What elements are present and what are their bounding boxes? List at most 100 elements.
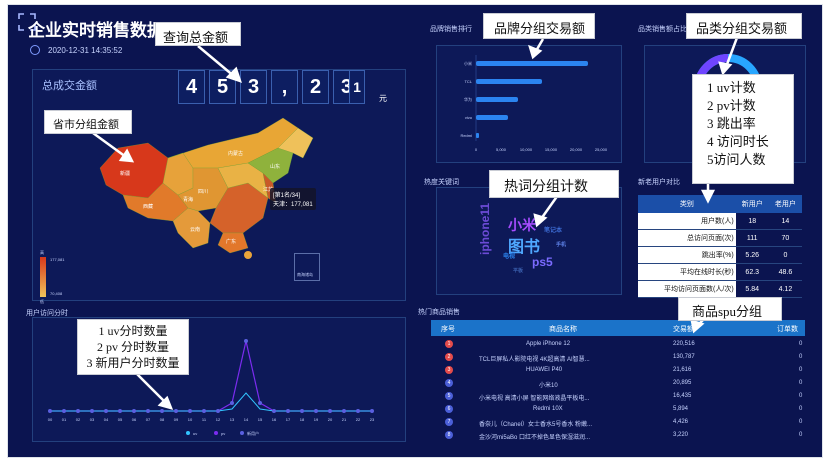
datetime-label: 2020-12-31 14:35:52 [48,46,123,55]
total-unit: 元 [379,94,387,103]
province-label: 西藏 [143,203,153,210]
table-row[interactable]: 3 HUAWEI P40 21,616 0 [431,364,805,377]
table-row[interactable]: 2 TCL巨屏私人影院电视 4K超高清 AI智慧... 130,787 0 [431,351,805,364]
total-digit: 5 [209,70,236,104]
page-title: 企业实时销售数据 [28,21,164,40]
legend-min-label: 70,408 [50,291,63,296]
svg-text:15,000: 15,000 [545,147,558,152]
svg-text:07: 07 [146,417,151,422]
svg-text:Redmi: Redmi [460,133,472,138]
user-stats-table: 类别 新用户 老用户 用户数(人) 18 14 总访问页面(次) 111 70 跳出率(… [638,195,802,298]
callout-spu-group: 商品spu分组 [678,297,782,321]
svg-text:华为: 华为 [464,96,472,102]
svg-text:01: 01 [62,417,67,422]
svg-text:02: 02 [76,417,81,422]
callout-province-group: 省市分组金额 [44,110,132,134]
table-header-row: 类别 新用户 老用户 [638,195,802,213]
products-panel-title: 热门商品销售 [418,309,460,316]
callout-hourly-metrics: 1 uv分时数量 2 pv 分时数量 3 新用户分时数量 [77,319,189,375]
svg-text:17: 17 [286,417,291,422]
brand-panel [436,45,622,163]
callout-hotword-group: 热词分组计数 [489,170,619,198]
svg-text:15: 15 [258,417,263,422]
table-row[interactable]: 5 小米电视 高清小屏 智能网络液晶平板电... 16,435 0 [431,390,805,403]
total-label: 总成交金额 [42,80,97,92]
province-label: 四川 [198,189,208,195]
province-label: 山东 [270,163,280,170]
province-label: 江苏 [263,186,273,193]
hotwords-panel-title: 热度关键词 [424,179,459,186]
brand-bar-chart: 小米 TCL 华为 vivo Redmi 0 5,000 10,000 15,0… [460,55,608,152]
svg-text:20,000: 20,000 [570,147,583,152]
table-row[interactable]: 1 Apple iPhone 12 220,516 0 [431,338,805,351]
svg-text:5,000: 5,000 [496,147,507,152]
svg-text:新用户: 新用户 [247,430,259,436]
table-row[interactable]: 7 香奈儿（Chanel）女士香水5号香水 粉嫩... 4,426 0 [431,416,805,429]
callout-category-metrics: 1 uv计数 2 pv计数 3 跳出率 4 访问时长 5访问人数 [692,74,794,184]
svg-text:14: 14 [244,417,249,422]
svg-text:22: 22 [356,417,361,422]
total-digit: , [271,70,298,104]
callout-brand-group: 品牌分组交易额 [483,13,595,39]
svg-text:12: 12 [216,417,221,422]
table-row[interactable]: 6 Redmi 10X 5,894 0 [431,403,805,416]
total-digit: 2 [302,70,329,104]
map-legend-bar [40,257,46,297]
map-tooltip: [第1名/34] 天津：177,081 [270,188,316,210]
table-row[interactable]: 4 小米10 20,895 0 [431,377,805,390]
expand-icon[interactable] [18,13,36,31]
dashboard-screen: 企业实时销售数据 2020-12-31 14:35:52 总成交金额 4 5 3… [7,4,823,458]
svg-text:04: 04 [104,417,109,422]
table-row: 平均访问页面数(人/次) 5.84 4.12 [638,280,802,298]
svg-text:pv: pv [221,431,225,436]
svg-text:03: 03 [90,417,95,422]
svg-text:21: 21 [342,417,347,422]
products-table-header: 序号 商品名称 交易额 订单数 [431,320,805,336]
svg-text:uv: uv [193,431,197,436]
clock-icon [30,45,40,55]
svg-text:09: 09 [174,417,179,422]
brand-panel-title: 品牌销售排行 [430,26,472,33]
hotword: 图书 [508,239,541,256]
svg-text:11: 11 [202,417,207,422]
svg-text:08: 08 [160,417,165,422]
total-digit: 4 [178,70,205,104]
svg-text:06: 06 [132,417,137,422]
total-map-panel [32,69,406,301]
hotword: 平板 [513,268,524,274]
table-row: 用户数(人) 18 14 [638,213,802,230]
province-label: 云南 [190,226,200,233]
total-digit: 3 [240,70,267,104]
svg-text:TCL: TCL [464,79,472,84]
hotword: 小米 [508,217,536,233]
china-map[interactable]: 新疆 西藏 青海 内蒙古 四川 云南 广东 江苏 山东 [98,113,328,263]
hourly-panel-title: 用户访问分时 [26,310,68,317]
svg-text:05: 05 [118,417,123,422]
svg-text:vivo: vivo [465,115,473,120]
legend-max-label: 177,081 [50,257,65,262]
callout-category-group: 品类分组交易额 [686,13,802,39]
province-label: 新疆 [120,170,130,177]
table-row[interactable]: 8 金沙河mi5aBo 口红不掉色显色保湿滋润... 3,220 0 [431,429,805,442]
svg-text:10,000: 10,000 [520,147,533,152]
svg-text:23: 23 [370,417,375,422]
category-panel-title: 品类销售额占比 [638,26,687,33]
hourly-chart: 00 01 02 03 04 05 06 07 08 09 10 11 12 1… [48,339,375,436]
svg-text:10: 10 [188,417,193,422]
legend-high-label: 高 [40,250,44,255]
table-row: 平均在线时长(秒) 62.3 48.6 [638,263,802,281]
hotword: 笔记本 [544,228,563,234]
hotwords-panel [436,187,622,295]
svg-text:0: 0 [475,147,478,152]
svg-text:小米: 小米 [464,60,472,66]
legend-low-label: 低 [40,299,44,304]
total-digit: 1 [349,70,365,104]
province-label: 内蒙古 [228,150,243,157]
hotword: 手机 [556,242,567,248]
svg-text:19: 19 [314,417,319,422]
table-row: 总访问页面(次) 111 70 [638,229,802,247]
tooltip-line: 天津：177,081 [273,202,313,208]
south-china-sea-inset: 南海诸岛 [294,253,320,281]
user-stats-title: 新老用户对比 [638,179,680,186]
hotword: ps5 [532,255,553,269]
